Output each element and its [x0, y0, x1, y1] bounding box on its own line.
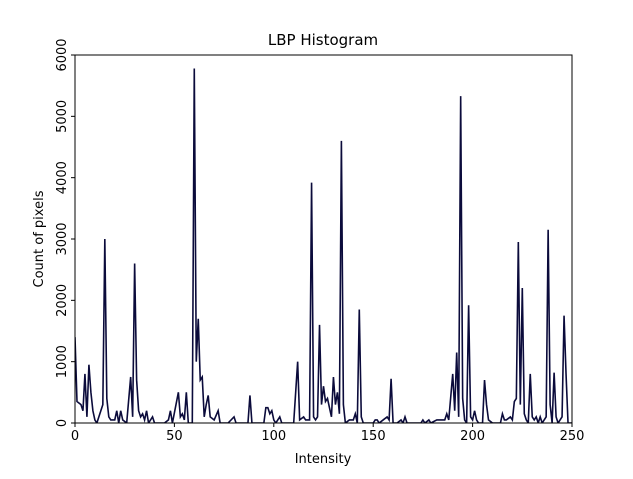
y-tick-label: 5000 [55, 100, 70, 133]
x-tick-label: 0 [71, 429, 79, 444]
x-tick-label: 250 [560, 429, 585, 444]
y-axis-label: Count of pixels [32, 190, 47, 287]
y-tick-label: 4000 [55, 161, 70, 194]
plot-frame [74, 54, 573, 424]
y-tick-label: 2000 [55, 284, 70, 317]
x-tick-label: 150 [361, 429, 386, 444]
x-tick-label: 200 [460, 429, 485, 444]
y-tick-label: 6000 [55, 38, 70, 71]
y-tick-label: 0 [55, 419, 70, 427]
y-tick-label: 1000 [55, 345, 70, 378]
chart-title: LBP Histogram [268, 31, 378, 49]
data-line [75, 68, 572, 423]
x-tick-label: 100 [261, 429, 286, 444]
x-axis-label: Intensity [295, 452, 352, 467]
y-tick-label: 3000 [55, 222, 70, 255]
x-tick-label: 50 [166, 429, 183, 444]
